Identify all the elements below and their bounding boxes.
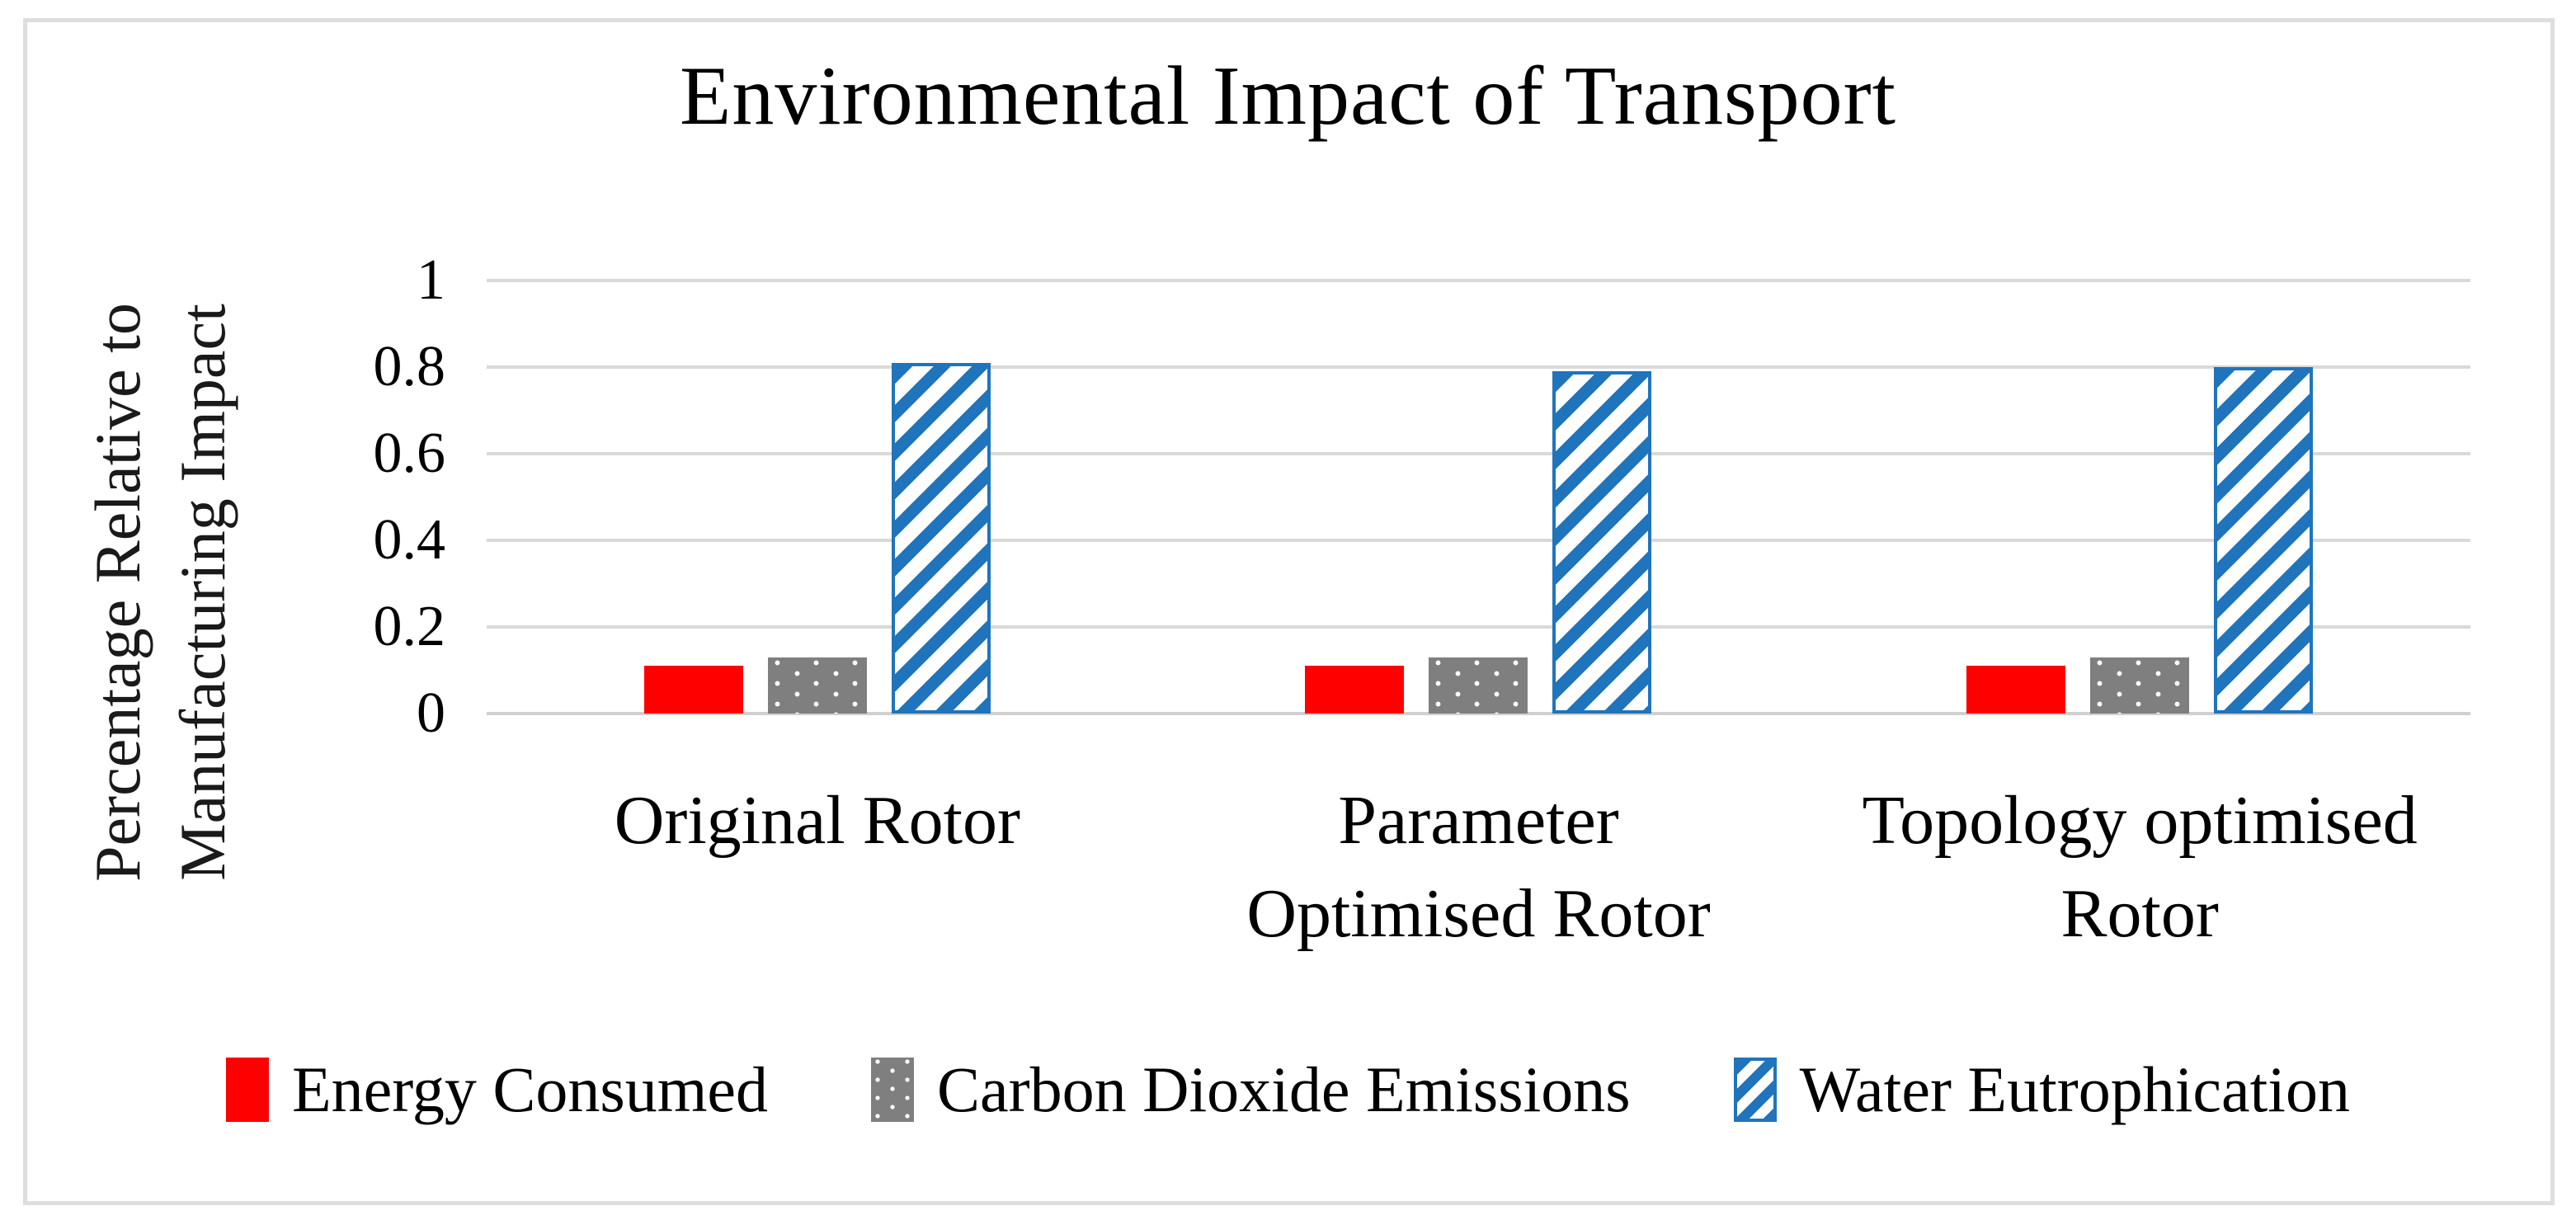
x-axis-labels: Original Rotor Parameter Optimised Rotor T… <box>487 774 2470 961</box>
legend-item-energy-consumed: Energy Consumed <box>226 1058 768 1122</box>
gridline-y-0.6 <box>487 452 2470 455</box>
legend-label: Energy Consumed <box>292 1053 769 1125</box>
gridline-y-0 <box>487 712 2470 715</box>
bar-group-1 <box>487 363 1148 714</box>
legend-item-water-eutrophication: Water Eutrophication <box>1733 1053 2350 1125</box>
legend-swatch <box>871 1058 915 1122</box>
gridline-y-0.2 <box>487 625 2470 629</box>
legend-swatch <box>226 1058 270 1122</box>
gridline-y-0.8 <box>487 365 2470 369</box>
gridline-y-1 <box>487 279 2470 282</box>
chart-title: Environmental Impact of Transport <box>680 49 1896 143</box>
bar-carbon-dioxide-emissions <box>2090 657 2190 714</box>
category-label-3: Topology optimised Rotor <box>1862 782 2418 953</box>
bar-energy-consumed <box>643 666 743 714</box>
bar-water-eutrophication <box>1552 371 1652 714</box>
bar-water-eutrophication <box>2214 367 2314 714</box>
y-tick-label-0: 0 <box>417 681 445 745</box>
y-axis-title: Percentage Relative to Manufacturing Imp… <box>82 303 238 882</box>
bar-carbon-dioxide-emissions <box>1429 657 1528 714</box>
y-tick-label-0.4: 0.4 <box>373 508 446 572</box>
legend-label: Water Eutrophication <box>1799 1053 2350 1125</box>
category-label-1: Original Rotor <box>614 782 1020 859</box>
y-tick-label-0.2: 0.2 <box>373 595 446 658</box>
bar-energy-consumed <box>1305 666 1405 714</box>
legend: Energy Consumed Carbon Dioxide Emissions W… <box>0 1058 2576 1122</box>
legend-swatch <box>1733 1058 1777 1122</box>
legend-item-carbon-dioxide-emissions: Carbon Dioxide Emissions <box>871 1058 1631 1122</box>
category-label-2: Parameter Optimised Rotor <box>1246 782 1711 953</box>
plot-area <box>487 279 2470 715</box>
y-tick-label-0.6: 0.6 <box>373 422 446 485</box>
bar-group-3 <box>1809 367 2470 714</box>
bar-carbon-dioxide-emissions <box>767 657 867 714</box>
bar-energy-consumed <box>1966 666 2066 714</box>
bar-group-2 <box>1148 371 1810 714</box>
legend-label: Carbon Dioxide Emissions <box>937 1053 1631 1125</box>
y-tick-label-1: 1 <box>417 248 445 312</box>
bar-water-eutrophication <box>891 363 991 714</box>
gridline-y-0.4 <box>487 539 2470 542</box>
y-tick-label-0.8: 0.8 <box>373 335 446 398</box>
figure-border <box>23 18 2555 1205</box>
